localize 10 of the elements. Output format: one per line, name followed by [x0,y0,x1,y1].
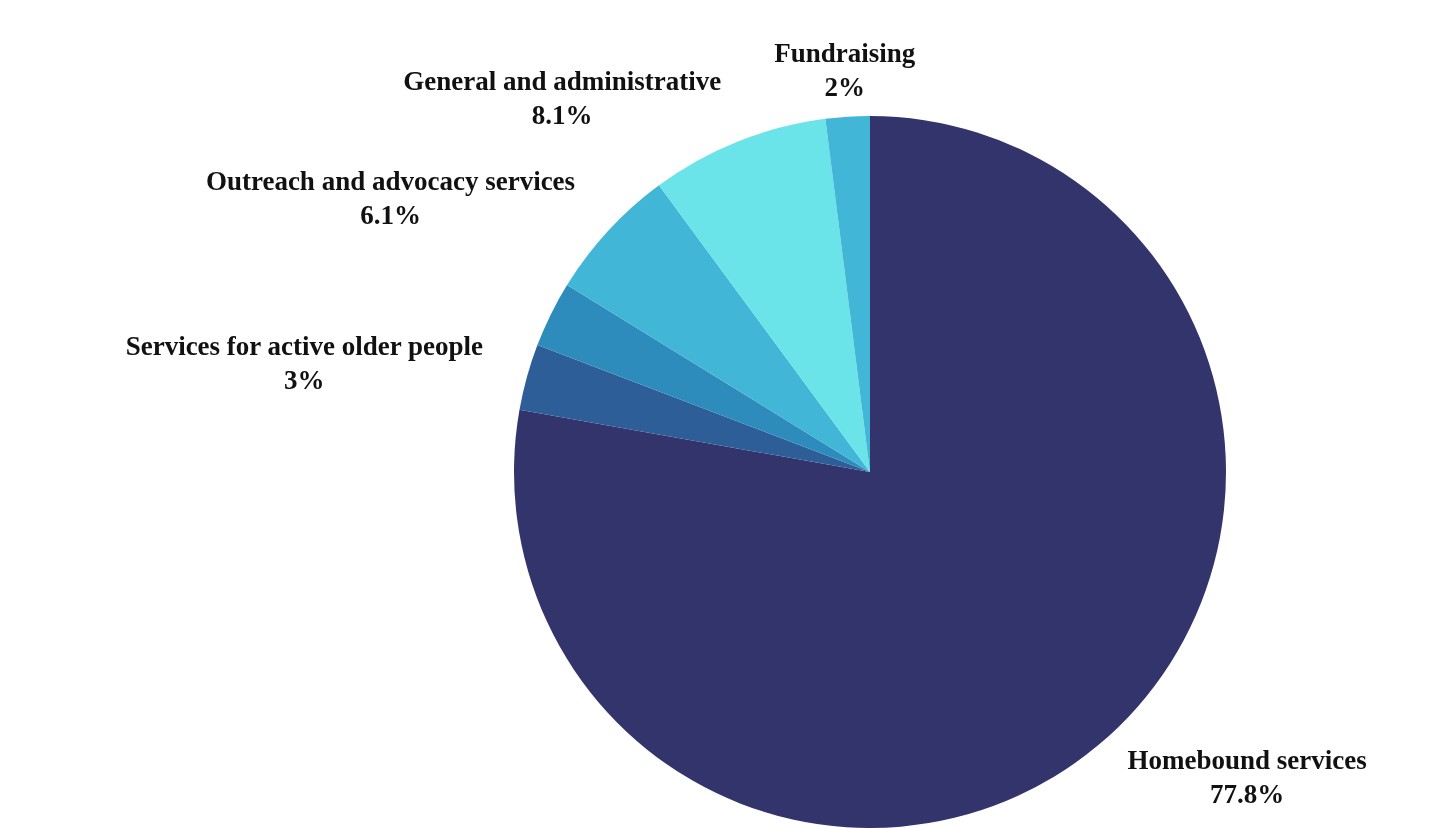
slice-label: Fundraising [774,37,916,68]
data-label: 8.1% [531,99,593,130]
data-label: 2% [824,71,866,102]
slice-label: Homebound services [1127,745,1367,776]
data-label: 3% [284,364,325,395]
slice-label: Outreach and advocacy services [205,166,576,197]
slice-label: General and administrative [403,65,722,96]
data-label: 77.8% [1210,779,1285,810]
data-label: 6.1% [360,200,421,231]
slice-label: Services for active older people [125,330,484,361]
